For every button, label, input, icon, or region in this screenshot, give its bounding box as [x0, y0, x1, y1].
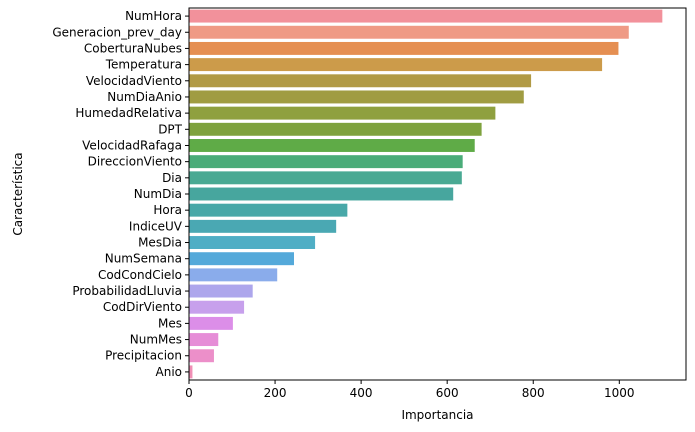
- y-tick-label: NumHora: [125, 9, 182, 23]
- y-tick-label: NumDiaAnio: [107, 90, 182, 104]
- y-tick-label: NumSemana: [105, 252, 182, 266]
- x-tick-label: 800: [522, 386, 545, 400]
- x-tick-label: 600: [436, 386, 459, 400]
- bars-group: [189, 9, 663, 379]
- y-tick-label: VelocidadRafaga: [82, 138, 182, 152]
- y-tick-label: Dia: [162, 171, 182, 185]
- y-tick-label: VelocidadViento: [86, 74, 182, 88]
- x-tick-label: 400: [350, 386, 373, 400]
- bar-VelocidadRafaga: [189, 139, 475, 152]
- bar-CodDirViento: [189, 300, 245, 314]
- bar-Generacion_prev_day: [189, 25, 629, 39]
- bar-HumedadRelativa: [189, 106, 496, 120]
- y-tick-label: DPT: [158, 122, 182, 136]
- y-tick-label: MesDia: [138, 236, 182, 250]
- bar-ProbabilidadLluvia: [189, 284, 253, 298]
- bar-MesDia: [189, 236, 316, 249]
- bar-Anio: [189, 365, 193, 379]
- bar-CodCondCielo: [189, 268, 278, 282]
- y-tick-label: CoberturaNubes: [84, 41, 182, 55]
- bar-NumHora: [189, 9, 663, 23]
- y-axis-label: Característica: [11, 152, 25, 235]
- y-tick-label: ProbabilidadLluvia: [72, 284, 182, 298]
- y-tick-label: NumDia: [134, 187, 182, 201]
- bar-NumMes: [189, 333, 219, 347]
- y-tick-label: Temperatura: [105, 58, 182, 72]
- plot-frame: [188, 7, 687, 381]
- bar-NumDiaAnio: [189, 90, 524, 104]
- bar-DPT: [189, 122, 482, 136]
- y-tick-label: Generacion_prev_day: [52, 25, 182, 39]
- x-axis-label: Importancia: [401, 408, 473, 422]
- x-tick-label: 1000: [604, 386, 635, 400]
- y-tick-label: HumedadRelativa: [75, 106, 182, 120]
- bar-Temperatura: [189, 58, 603, 72]
- y-tick-label: CodCondCielo: [98, 268, 182, 282]
- y-tick-label: Mes: [158, 316, 182, 330]
- bar-IndiceUV: [189, 219, 337, 233]
- y-tick-label: Anio: [156, 365, 183, 379]
- bar-Precipitacion: [189, 349, 214, 363]
- y-tick-label: Hora: [153, 203, 182, 217]
- y-tick-label: NumMes: [130, 333, 182, 347]
- x-tick-label: 0: [185, 386, 193, 400]
- y-tick-label: DireccionViento: [88, 155, 182, 169]
- bar-NumDia: [189, 187, 454, 201]
- bar-Mes: [189, 316, 233, 330]
- y-tick-labels: NumHora Generacion_prev_day CoberturaNubes…: [52, 9, 189, 379]
- bar-Hora: [189, 203, 348, 217]
- bar-CoberturaNubes: [189, 41, 619, 55]
- x-tick-label: 200: [264, 386, 287, 400]
- y-tick-label: IndiceUV: [129, 219, 183, 233]
- x-tick-labels: 0 200 400 600 800 1000: [185, 380, 635, 400]
- bar-VelocidadViento: [189, 74, 532, 88]
- bar-DireccionViento: [189, 155, 463, 169]
- bar-Dia: [189, 171, 462, 185]
- bar-NumSemana: [189, 252, 294, 266]
- y-tick-label: Precipitacion: [105, 349, 182, 363]
- y-tick-label: CodDirViento: [103, 300, 182, 314]
